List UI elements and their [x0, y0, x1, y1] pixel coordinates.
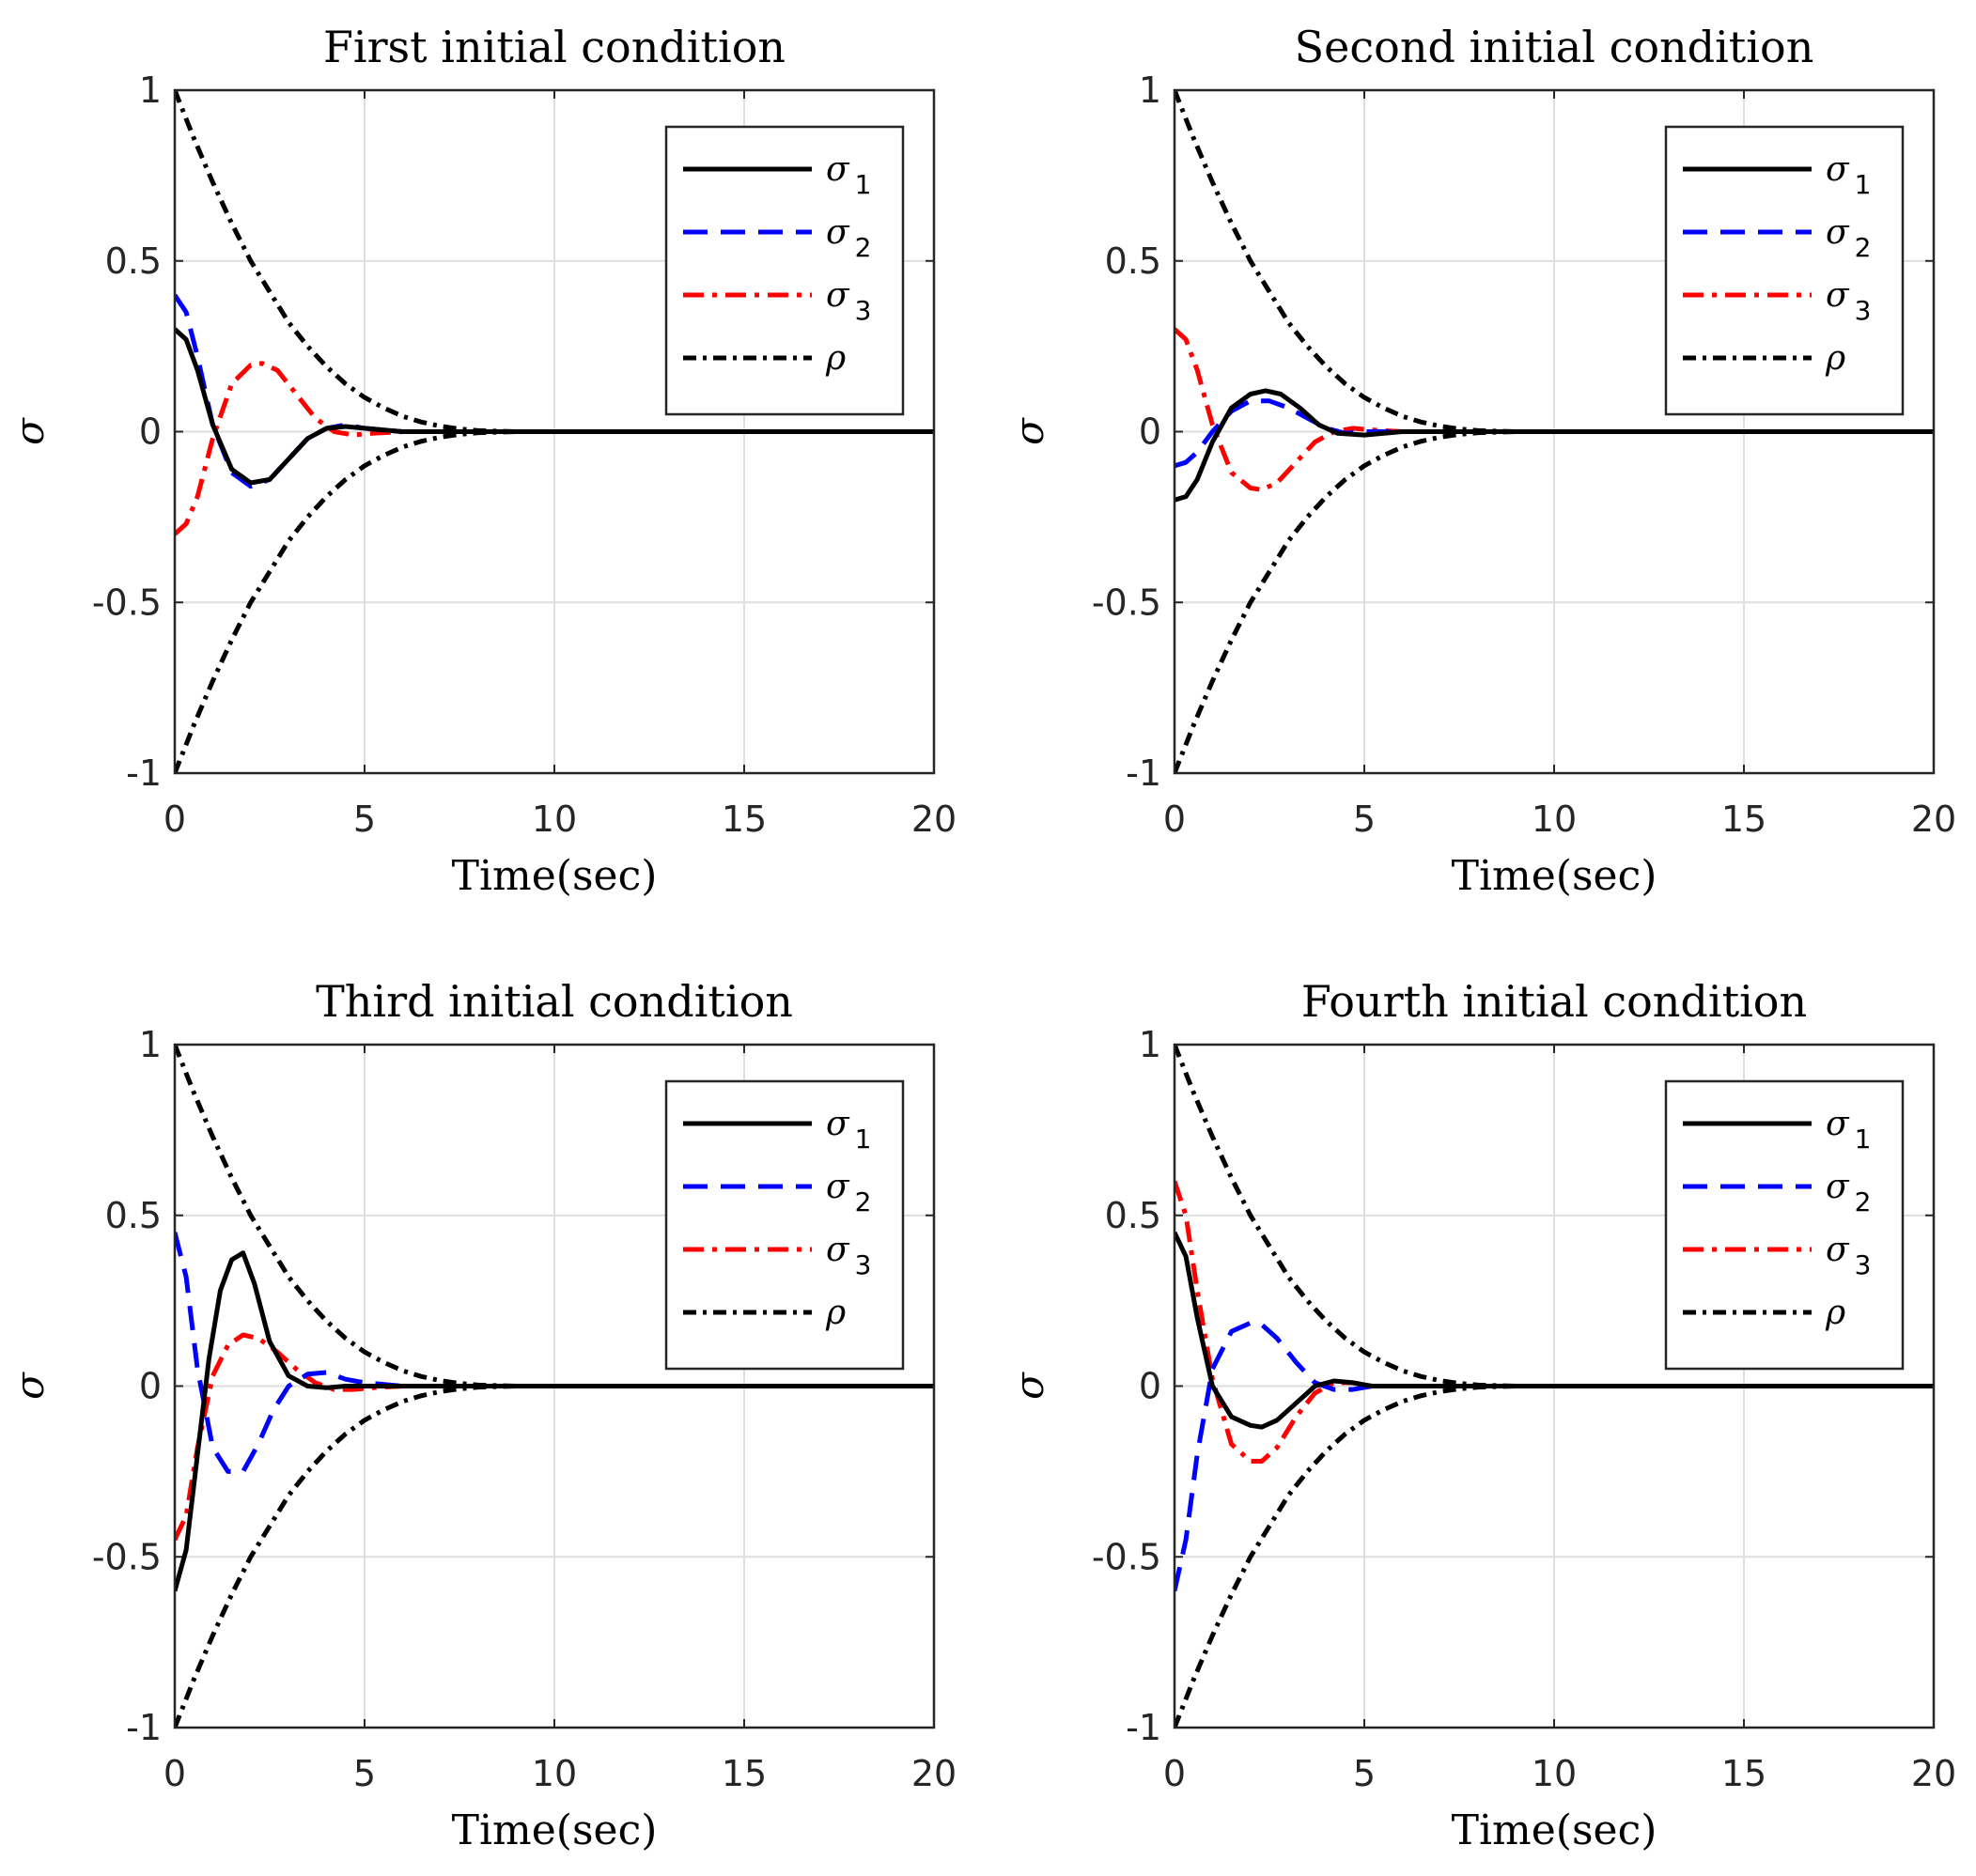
y-tick-label: 0.5 [105, 240, 162, 282]
x-axis-label: Time(sec) [1452, 1806, 1657, 1854]
x-axis-label: Time(sec) [1452, 852, 1657, 900]
series-lines [1175, 1045, 1934, 1728]
y-tick-label: -1 [1126, 1707, 1161, 1748]
legend-label-4: ρ [1825, 339, 1845, 378]
x-tick-label: 0 [163, 1753, 186, 1794]
y-tick-label: 0.5 [1105, 240, 1161, 282]
legend-label-4: ρ [825, 339, 846, 378]
axes-box [173, 88, 936, 775]
chart-panel-1: 0 5 10 15 20 -1 -0.5 0 0.5 1 First initial conditi… [7, 22, 957, 900]
x-tick-label: 10 [1532, 798, 1577, 840]
legend-box [1664, 1079, 1905, 1371]
series-lines [175, 90, 934, 773]
legend: σ 1σ 2σ 3ρ [664, 1079, 905, 1371]
y-axis-label: σ [7, 417, 53, 445]
axes-box [1173, 1043, 1936, 1729]
y-tick-label: 0 [1139, 411, 1161, 453]
panel-title: Third initial condition [316, 976, 793, 1027]
x-tick-label: 20 [911, 798, 957, 840]
y-tick-label: 0 [139, 411, 162, 453]
panel-title: Second initial condition [1295, 22, 1814, 72]
y-tick-label: 0.5 [105, 1195, 162, 1236]
legend-box [664, 125, 905, 416]
legend: σ 1σ 2σ 3ρ [664, 125, 905, 416]
x-tick-label: 20 [911, 1753, 957, 1794]
y-axis-label: σ [1006, 417, 1052, 445]
legend-box [664, 1079, 905, 1371]
y-tick-label: -0.5 [92, 581, 162, 623]
legend-box [1664, 125, 1905, 416]
y-axis-label: σ [7, 1372, 53, 1400]
y-tick-label: 1 [1139, 70, 1161, 111]
legend-label-4: ρ [825, 1294, 846, 1332]
x-tick-label: 15 [722, 798, 767, 840]
x-tick-label: 10 [1532, 1753, 1577, 1794]
x-axis-label: Time(sec) [452, 1806, 658, 1854]
y-tick-label: 0.5 [1105, 1195, 1161, 1236]
y-tick-label: 1 [139, 1024, 162, 1065]
y-tick-label: -1 [126, 752, 162, 794]
chart-panel-2: 0 5 10 15 20 -1 -0.5 0 0.5 1 Second initial condit… [1006, 22, 1956, 900]
x-tick-label: 0 [1163, 798, 1186, 840]
panel-title: Fourth initial condition [1301, 976, 1807, 1027]
series-line-2 [175, 293, 934, 489]
x-tick-label: 20 [1911, 1753, 1956, 1794]
x-tick-label: 5 [353, 1753, 376, 1794]
legend-label-4: ρ [1825, 1294, 1845, 1332]
x-tick-label: 15 [1721, 1753, 1766, 1794]
x-tick-label: 15 [1721, 798, 1766, 840]
y-tick-label: -0.5 [1092, 581, 1161, 623]
series-lines [1175, 90, 1934, 773]
series-line-1 [1175, 388, 1934, 503]
chart-panel-3: 0 5 10 15 20 -1 -0.5 0 0.5 1 Third initial conditi… [7, 976, 957, 1854]
y-tick-label: -0.5 [92, 1536, 162, 1577]
series-line-1 [175, 327, 934, 486]
series-lines [175, 1045, 934, 1728]
x-axis-label: Time(sec) [452, 852, 658, 900]
chart-panel-4: 0 5 10 15 20 -1 -0.5 0 0.5 1 Fourth initial condit… [1006, 976, 1956, 1854]
x-tick-label: 5 [1353, 1753, 1376, 1794]
x-tick-label: 5 [1353, 798, 1376, 840]
x-tick-label: 0 [1163, 1753, 1186, 1794]
axes-box [173, 1043, 936, 1729]
panel-title: First initial condition [323, 22, 786, 72]
y-tick-label: 1 [139, 70, 162, 111]
x-tick-label: 15 [722, 1753, 767, 1794]
y-tick-label: -0.5 [1092, 1536, 1161, 1577]
series-line-1 [175, 1250, 934, 1592]
legend: σ 1σ 2σ 3ρ [1664, 1079, 1905, 1371]
legend: σ 1σ 2σ 3ρ [1664, 125, 1905, 416]
x-tick-label: 0 [163, 798, 186, 840]
y-tick-label: -1 [1126, 752, 1161, 794]
x-tick-label: 20 [1911, 798, 1956, 840]
y-axis-label: σ [1006, 1372, 1052, 1400]
y-tick-label: 1 [1139, 1024, 1161, 1065]
x-tick-label: 10 [532, 798, 577, 840]
y-tick-label: 0 [1139, 1366, 1161, 1407]
axes-box [1173, 88, 1936, 775]
x-tick-label: 10 [532, 1753, 577, 1794]
x-tick-label: 5 [353, 798, 376, 840]
y-tick-label: -1 [126, 1707, 162, 1748]
series-line-1 [1175, 1231, 1934, 1430]
y-tick-label: 0 [139, 1366, 162, 1407]
